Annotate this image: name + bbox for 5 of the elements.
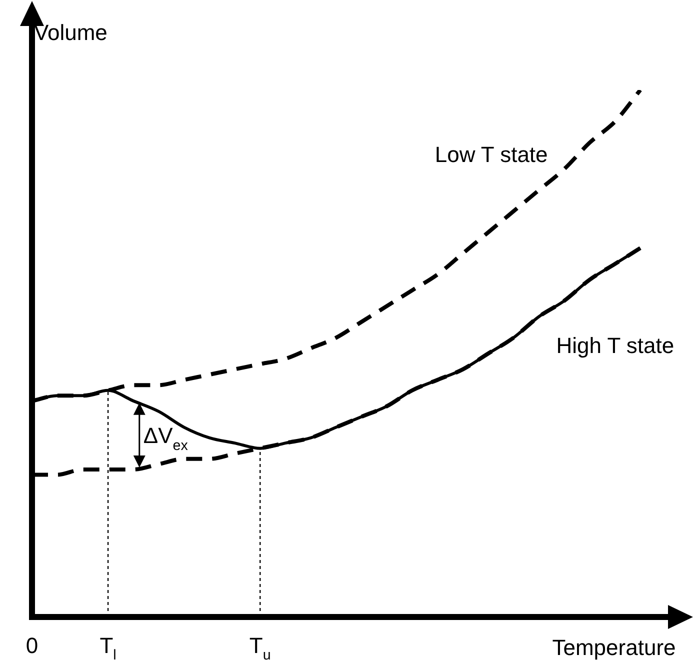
x-axis-title: Temperature bbox=[552, 635, 676, 660]
x-tick-label: 0 bbox=[26, 633, 38, 658]
series-label: Low T state bbox=[434, 142, 548, 168]
series-label: High T state bbox=[556, 332, 674, 358]
y-axis-title: Volume bbox=[34, 20, 108, 45]
